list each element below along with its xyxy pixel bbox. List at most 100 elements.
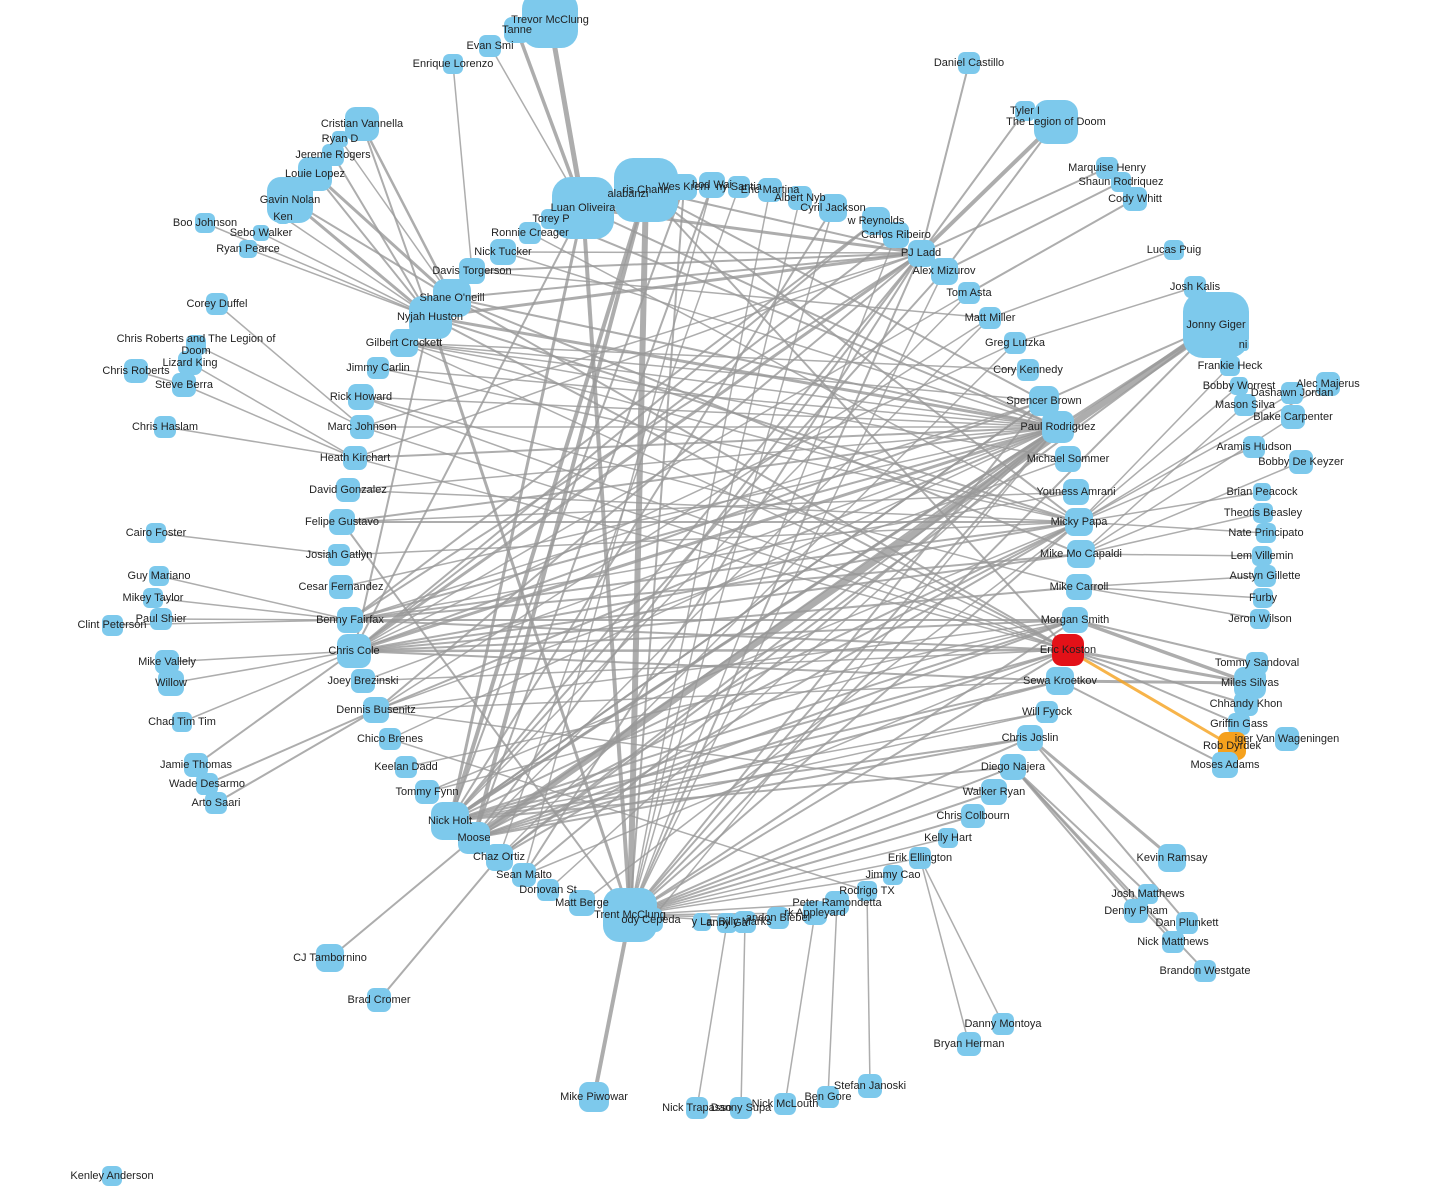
graph-node-donovan-st[interactable] [537,879,559,901]
graph-node-danny-supa[interactable] [730,1097,752,1119]
graph-node-matt-miller[interactable] [979,307,1001,329]
graph-node-danny-montoya[interactable] [992,1013,1014,1035]
graph-node-jimmy-carlin[interactable] [367,357,389,379]
graph-node-matt-berge[interactable] [569,890,595,916]
graph-node-cyril-jackson[interactable] [819,194,847,222]
graph-node-joey-brezinski[interactable] [351,669,375,693]
graph-node-bobby-worrest[interactable] [1230,377,1248,395]
graph-node-guy-mariano[interactable] [149,566,169,586]
graph-node-kelly-hart[interactable] [938,828,958,848]
graph-node-aramis-hudson[interactable] [1243,436,1265,458]
graph-node-luan-oliveira[interactable] [552,177,614,239]
graph-node-boo-johnson[interactable] [195,213,215,233]
graph-node-arto-saari[interactable] [205,792,227,814]
graph-node-alec-majerus[interactable] [1316,372,1340,396]
graph-node-nate-principato[interactable] [1256,523,1276,543]
graph-node-josiah-gatlyn[interactable] [328,544,350,566]
graph-node-ody-cepeda[interactable] [639,908,663,932]
graph-node-the-legion-of-doom[interactable] [1034,100,1078,144]
graph-node-stefan-janoski[interactable] [858,1074,882,1098]
graph-node-lizard-king[interactable] [178,351,202,375]
graph-node-dashawn-jordan[interactable] [1281,382,1303,404]
graph-node-alex-mizurov[interactable] [930,257,958,285]
graph-node-cory-kennedy[interactable] [1017,359,1039,381]
graph-node-nick-trapasso[interactable] [686,1097,708,1119]
graph-node-corey-duffel[interactable] [206,293,228,315]
graph-node-rodrigo-tx[interactable] [857,881,877,901]
graph-node-moose[interactable] [458,822,490,854]
graph-node-sean-malto[interactable] [512,863,536,887]
graph-node-felipe-gustavo[interactable] [329,509,355,535]
graph-node-mikey-taylor[interactable] [143,588,163,608]
graph-node-keelan-dadd[interactable] [395,756,417,778]
graph-node-sebo-walker[interactable] [253,225,269,241]
graph-node-steve-berra[interactable] [172,373,196,397]
graph-node-anny-ga[interactable] [717,913,737,933]
graph-node-daniel-castillo[interactable] [958,52,980,74]
graph-node-moses-adams[interactable] [1212,752,1238,778]
graph-node-evan-smi[interactable] [479,35,501,57]
graph-node-peter-ramondetta[interactable] [825,891,849,915]
graph-node-micky-papa[interactable] [1065,508,1093,536]
graph-node-brandon-westgate[interactable] [1194,960,1216,982]
graph-node-chris-joslin[interactable] [1017,725,1043,751]
graph-node-kevin-ramsay[interactable] [1158,844,1186,872]
graph-node-heath-kirchart[interactable] [343,446,367,470]
graph-node-eric-koston[interactable] [1052,634,1084,666]
graph-node-brian-peacock[interactable] [1253,483,1271,501]
graph-node-mike-carroll[interactable] [1066,574,1092,600]
graph-node-tyler-i[interactable] [1015,101,1035,121]
graph-node-morgan-smith[interactable] [1062,607,1088,633]
graph-node-furby[interactable] [1253,588,1273,608]
graph-node-bobby-de-keyzer[interactable] [1289,450,1313,474]
graph-node-lem-villemin[interactable] [1252,546,1272,566]
graph-node-nick-mclouth[interactable] [774,1093,796,1115]
graph-node-kenley-anderson[interactable] [102,1166,122,1186]
graph-node-hod-wai[interactable] [699,172,725,198]
graph-node-wes-krem[interactable] [671,174,697,200]
graph-node-clint-peterson[interactable] [101,614,123,636]
graph-node-carlos-ribeiro[interactable] [883,222,909,248]
graph-node-billy-marks[interactable] [734,911,756,933]
graph-node-paul-shier[interactable] [150,608,172,630]
graph-node-ryan-d[interactable] [332,131,348,147]
graph-node-erik-ellington[interactable] [909,847,931,869]
graph-node-y-la[interactable] [693,913,711,931]
graph-node-andon-biebel[interactable] [767,907,789,929]
graph-node-ben-gore[interactable] [817,1086,839,1108]
graph-node-cj-tambornino[interactable] [316,944,344,972]
graph-node-blake-carpenter[interactable] [1281,405,1305,429]
graph-node-trevor-mcclung[interactable] [522,0,578,48]
graph-node-tanne[interactable] [504,17,530,43]
graph-node-chhandy-khon[interactable] [1234,692,1258,716]
graph-node-chico-brenes[interactable] [379,728,401,750]
graph-node-ny-santia[interactable] [728,176,750,198]
graph-node-ronnie-creager[interactable] [519,222,541,244]
graph-node-walker-ryan[interactable] [981,779,1007,805]
graph-node-cristian-vannella[interactable] [345,107,379,141]
graph-node-denny-pham[interactable] [1124,899,1148,923]
graph-node-mason-silva[interactable] [1234,394,1256,416]
graph-node-theotis-beasley[interactable] [1253,503,1273,523]
graph-node-nick-tucker[interactable] [490,239,516,265]
graph-node-paul-rodriguez[interactable] [1042,411,1074,443]
graph-node-cody-whitt[interactable] [1123,187,1147,211]
graph-node-iger-van-wageningen[interactable] [1275,727,1299,751]
graph-node-wade-desarmo[interactable] [196,773,218,795]
graph-node-dennis-busenitz[interactable] [363,697,389,723]
graph-node-frankie-heck[interactable] [1220,356,1240,376]
graph-node-austyn-gillette[interactable] [1254,565,1276,587]
graph-node-david-gonzalez[interactable] [336,478,360,502]
graph-node-tom-asta[interactable] [958,282,980,304]
graph-node-chris-haslam[interactable] [154,416,176,438]
graph-node-chris-cole[interactable] [337,634,371,668]
graph-node-torey-p[interactable] [541,209,561,229]
graph-node-ryan-pearce[interactable] [239,240,257,258]
graph-node-chris-colbourn[interactable] [961,804,985,828]
graph-node-dan-plunkett[interactable] [1176,912,1198,934]
graph-node-will-fyock[interactable] [1036,701,1058,723]
graph-node-ken[interactable] [276,210,290,224]
graph-node-mike-piwowar[interactable] [579,1082,609,1112]
graph-node-gilbert-crockett[interactable] [390,329,418,357]
graph-node-tommy-fynn[interactable] [415,780,439,804]
